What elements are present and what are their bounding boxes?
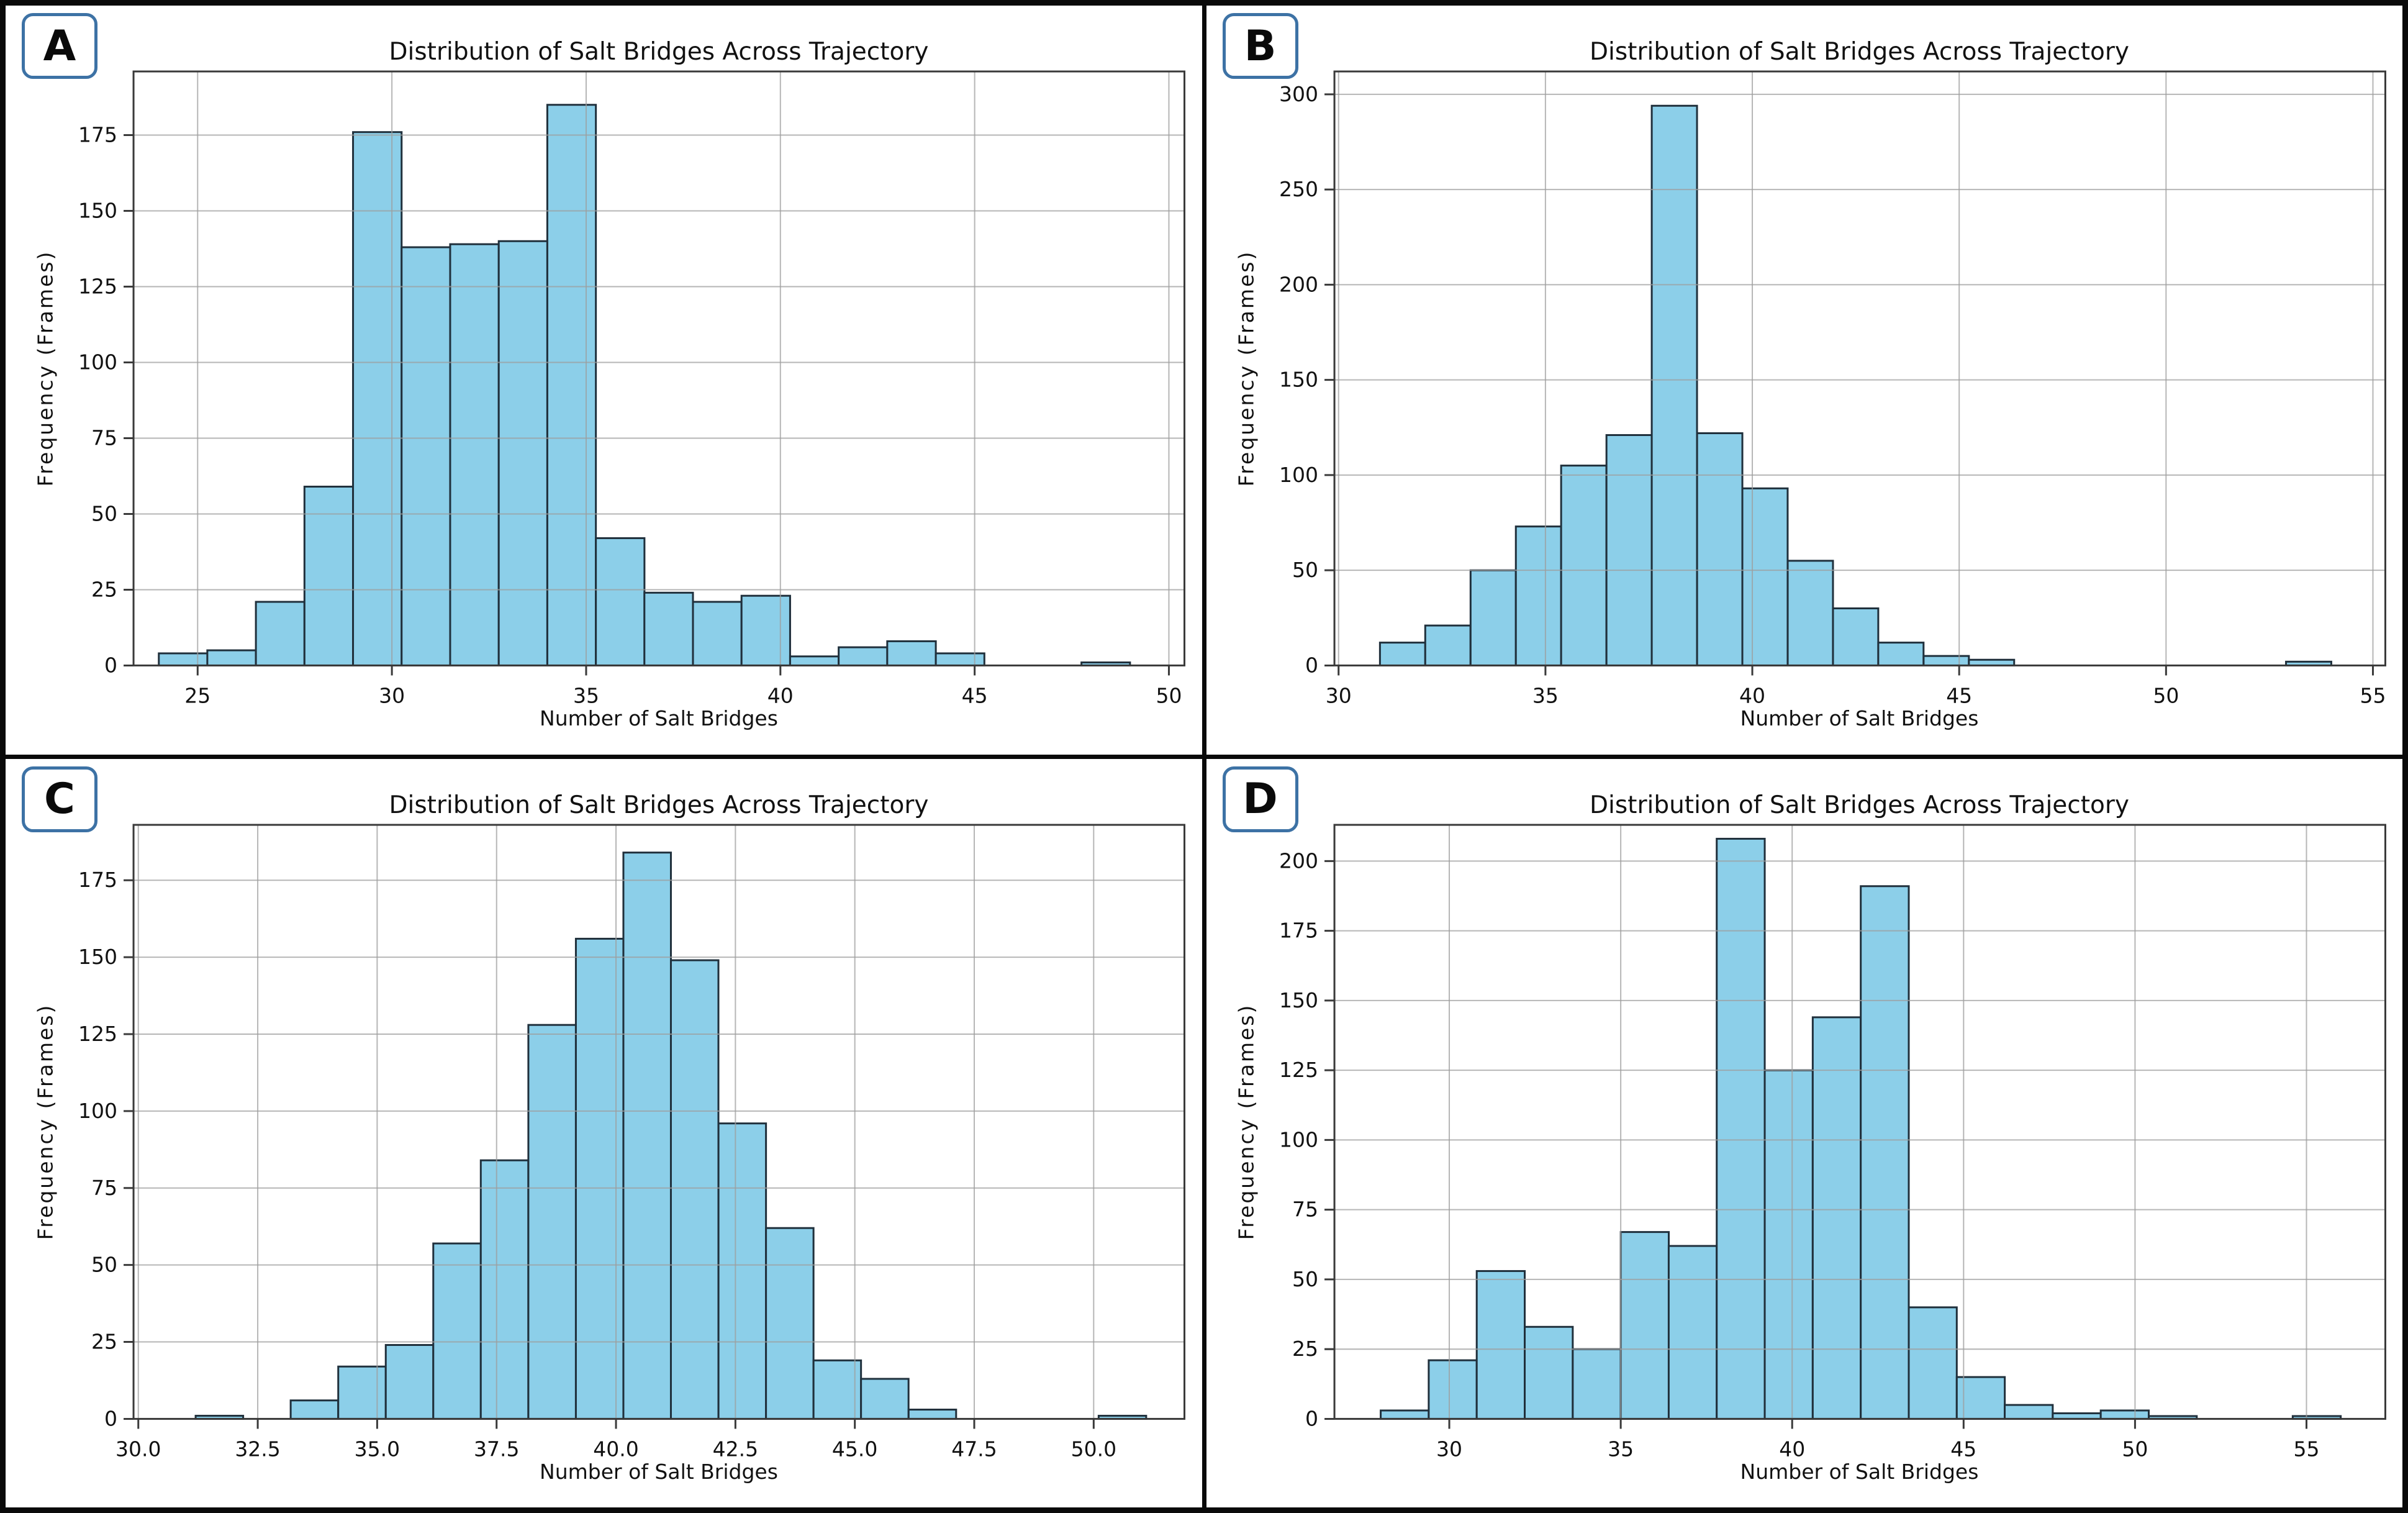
svg-text:50: 50 xyxy=(91,1252,117,1276)
panel-label-badge-b: B xyxy=(1222,13,1298,79)
svg-text:50: 50 xyxy=(91,501,117,525)
panel-label-badge-c: C xyxy=(22,766,97,832)
svg-text:40: 40 xyxy=(1779,1437,1805,1461)
y-axis-label-a: Frequency (Frames) xyxy=(33,250,58,487)
svg-text:30.0: 30.0 xyxy=(115,1437,161,1461)
svg-text:150: 150 xyxy=(1279,988,1318,1012)
svg-text:125: 125 xyxy=(78,1022,117,1046)
svg-text:50.0: 50.0 xyxy=(1071,1437,1116,1461)
svg-text:75: 75 xyxy=(91,1175,117,1199)
svg-text:175: 175 xyxy=(78,123,117,147)
svg-text:45: 45 xyxy=(962,683,988,707)
histogram-canvas-b: 30 35 40 45 50 55 0 50 100 150 200 250 300 xyxy=(1279,70,2386,707)
svg-text:25: 25 xyxy=(1292,1337,1318,1361)
svg-text:150: 150 xyxy=(1279,368,1318,392)
svg-text:0: 0 xyxy=(1305,653,1318,677)
panel-b: B Distribution of Salt Bridges Across Tr… xyxy=(1206,6,2402,755)
svg-text:25: 25 xyxy=(184,683,210,707)
svg-text:100: 100 xyxy=(78,350,117,374)
chart-title-b: Distribution of Salt Bridges Across Traj… xyxy=(1589,38,2129,66)
x-axis-label-c: Number of Salt Bridges xyxy=(540,1459,778,1484)
svg-text:75: 75 xyxy=(91,425,117,450)
panel-letter-a: A xyxy=(43,21,76,71)
histogram-canvas-c: 30.0 32.5 35.0 37.5 40.0 42.5 45.0 47.5 50.0 0 25 5… xyxy=(78,824,1185,1461)
svg-text:30: 30 xyxy=(379,683,405,707)
svg-text:50: 50 xyxy=(1292,558,1318,582)
panel-label-badge-d: D xyxy=(1222,766,1298,832)
svg-text:35: 35 xyxy=(573,683,599,707)
svg-text:35: 35 xyxy=(1532,683,1558,707)
svg-text:30: 30 xyxy=(1436,1437,1462,1461)
svg-text:45: 45 xyxy=(1946,683,1972,707)
svg-text:25: 25 xyxy=(91,577,117,601)
svg-text:150: 150 xyxy=(78,945,117,969)
svg-text:250: 250 xyxy=(1279,177,1318,201)
y-axis-label-c: Frequency (Frames) xyxy=(33,1003,58,1240)
svg-text:25: 25 xyxy=(91,1329,117,1353)
svg-text:40: 40 xyxy=(1739,683,1765,707)
svg-text:45.0: 45.0 xyxy=(832,1437,877,1461)
panel-letter-b: B xyxy=(1244,21,1277,71)
svg-text:32.5: 32.5 xyxy=(235,1437,280,1461)
svg-text:30: 30 xyxy=(1325,683,1351,707)
svg-text:40: 40 xyxy=(767,683,794,707)
svg-text:42.5: 42.5 xyxy=(713,1437,758,1461)
svg-text:45: 45 xyxy=(1950,1437,1976,1461)
svg-text:50: 50 xyxy=(1156,683,1182,707)
panel-d: D Distribution of Salt Bridges Across Tr… xyxy=(1206,758,2402,1507)
svg-text:100: 100 xyxy=(1279,1127,1318,1152)
svg-text:100: 100 xyxy=(1279,463,1318,487)
svg-text:175: 175 xyxy=(1279,918,1318,942)
svg-text:47.5: 47.5 xyxy=(951,1437,997,1461)
y-axis-label-b: Frequency (Frames) xyxy=(1234,250,1258,487)
chart-title-c: Distribution of Salt Bridges Across Traj… xyxy=(389,791,929,819)
svg-text:200: 200 xyxy=(1279,848,1318,873)
x-axis-label-b: Number of Salt Bridges xyxy=(1740,706,1979,730)
panel-c: C Distribution of Salt Bridges Across Tr… xyxy=(6,758,1202,1507)
svg-text:75: 75 xyxy=(1292,1197,1318,1221)
svg-text:37.5: 37.5 xyxy=(474,1437,519,1461)
x-axis-label-a: Number of Salt Bridges xyxy=(540,706,778,730)
x-axis-label-d: Number of Salt Bridges xyxy=(1740,1459,1979,1484)
svg-text:125: 125 xyxy=(1279,1058,1318,1082)
svg-text:35: 35 xyxy=(1608,1437,1634,1461)
svg-text:50: 50 xyxy=(2122,1437,2148,1461)
svg-text:50: 50 xyxy=(1292,1266,1318,1291)
histogram-canvas-d: 30 35 40 45 50 55 0 25 50 75 100 125 150 175 200 xyxy=(1279,824,2386,1461)
svg-text:175: 175 xyxy=(78,868,117,892)
svg-text:0: 0 xyxy=(104,1406,117,1430)
panel-letter-c: C xyxy=(44,775,75,824)
panel-a: A Distribution of Salt Bridges Across Tr… xyxy=(6,6,1202,755)
svg-text:35.0: 35.0 xyxy=(355,1437,400,1461)
svg-text:125: 125 xyxy=(78,274,117,298)
svg-text:0: 0 xyxy=(1305,1406,1318,1430)
chart-title-d: Distribution of Salt Bridges Across Traj… xyxy=(1589,791,2129,819)
chart-title-a: Distribution of Salt Bridges Across Traj… xyxy=(389,38,929,66)
svg-text:55: 55 xyxy=(2360,683,2386,707)
svg-text:100: 100 xyxy=(78,1098,117,1122)
y-axis-label-d: Frequency (Frames) xyxy=(1234,1003,1258,1240)
svg-text:300: 300 xyxy=(1279,82,1318,106)
svg-text:40.0: 40.0 xyxy=(593,1437,638,1461)
panel-letter-d: D xyxy=(1242,775,1278,824)
svg-text:55: 55 xyxy=(2293,1437,2319,1461)
histogram-canvas-a: 25 30 35 40 45 50 0 25 50 75 100 125 150 175 xyxy=(78,70,1185,707)
svg-text:0: 0 xyxy=(104,653,117,677)
panel-label-badge-a: A xyxy=(22,13,97,79)
svg-text:150: 150 xyxy=(78,199,117,223)
svg-text:200: 200 xyxy=(1279,272,1318,296)
svg-text:50: 50 xyxy=(2153,683,2179,707)
